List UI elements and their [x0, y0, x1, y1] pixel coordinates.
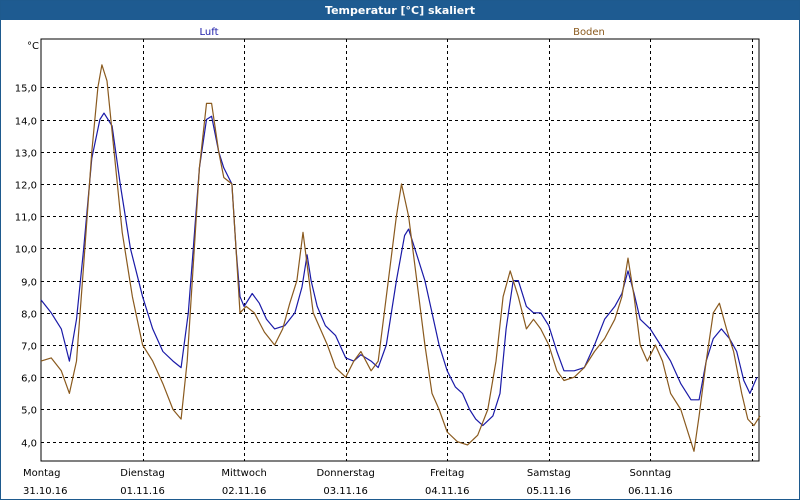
y-tick-label: 15,0 — [15, 84, 37, 95]
x-date-label: 04.11.16 — [425, 486, 470, 497]
y-tick-label: 10,0 — [15, 245, 37, 256]
y-tick-label: 11,0 — [15, 213, 37, 224]
x-date-label: 31.10.16 — [23, 486, 68, 497]
x-day-label: Samstag — [527, 468, 571, 479]
window-title: Temperatur [°C] skaliert — [1, 1, 799, 20]
y-tick-label: 6,0 — [21, 374, 37, 385]
y-tick-label: 12,0 — [15, 181, 37, 192]
x-date-label: 06.11.16 — [628, 486, 673, 497]
temperature-chart: 4,0 5,0 6,0 7,0 8,0 9,0 10,0 11,0 12,0 13,0 14,0 15… — [15, 27, 761, 497]
legend-boden: Boden — [573, 27, 605, 38]
x-date-label: 02.11.16 — [222, 486, 267, 497]
x-day-label: Freitag — [430, 468, 464, 479]
x-date-label: 01.11.16 — [120, 486, 165, 497]
x-date-label: 05.11.16 — [527, 486, 572, 497]
plot-area — [40, 38, 760, 462]
x-day-label: Dienstag — [120, 468, 165, 479]
y-tick-label: 9,0 — [21, 278, 37, 289]
y-tick-label: 5,0 — [21, 406, 37, 417]
x-date-label: 03.11.16 — [323, 486, 368, 497]
x-day-label: Donnerstag — [316, 468, 374, 479]
x-day-label: Sonntag — [630, 468, 672, 479]
y-tick-label: 14,0 — [15, 117, 37, 128]
x-day-label: Montag — [23, 468, 60, 479]
x-day-label: Mittwoch — [221, 468, 266, 479]
y-axis-unit: °C — [27, 41, 39, 52]
y-tick-label: 8,0 — [21, 310, 37, 321]
series-line-boden — [40, 64, 761, 452]
legend-luft: Luft — [200, 27, 219, 38]
y-tick-label: 7,0 — [21, 342, 37, 353]
y-tick-label: 4,0 — [21, 439, 37, 450]
y-tick-label: 13,0 — [15, 149, 37, 160]
